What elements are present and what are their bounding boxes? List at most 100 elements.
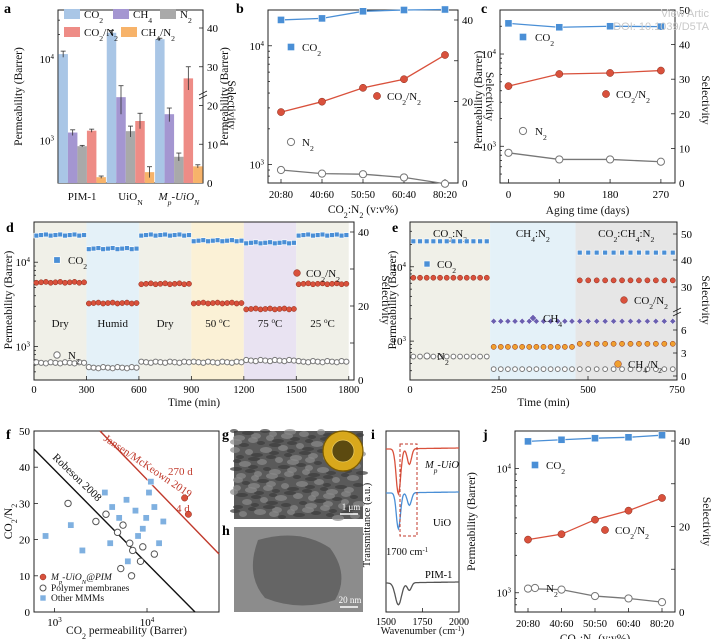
legend-marker-co2 [531,461,539,469]
sem-texture [299,501,307,505]
x-tick-label: 2000 [449,617,469,628]
axis-break [672,307,682,317]
bar-co2-n2 [135,121,145,183]
n2-marker [540,366,547,373]
x-tick-label: 600 [131,385,147,396]
sem-texture [305,439,313,443]
sem-texture [284,453,292,457]
square-marker [557,435,566,444]
co2n2-marker [653,277,659,284]
superscript: -1 [455,626,461,633]
co2-marker [52,232,59,238]
subscript: 2 [550,39,554,48]
co2-marker [602,249,608,256]
n2-marker [490,366,497,373]
sem-texture [251,503,259,507]
sem-texture [293,475,301,479]
n2-marker [463,353,470,360]
co2n2-marker [437,274,443,281]
circle-marker [441,51,449,59]
y2-tick-label: 40 [462,15,474,27]
ch4n2-marker [526,344,533,350]
y2-tick-label: 20 [207,101,219,113]
panel-label-f: f [6,428,11,443]
highlight-box-1700 [399,443,418,537]
tick-exp: 4 [403,261,407,269]
sem-texture [239,511,247,517]
legend-marker [39,584,47,592]
co2-marker [670,249,676,256]
subscript: 2 [561,467,565,476]
subscript: 2 [543,133,547,142]
series-label-co2n2: CO2/N2 [634,295,668,311]
text-part: CO [387,91,402,103]
sem-texture [311,511,321,515]
selectivity-marker [105,300,111,306]
co2n2-marker [430,274,437,281]
sem-texture [293,513,305,517]
x-tick-label: 1200 [233,385,254,396]
legend-swatch [113,9,129,19]
data-point [117,564,125,573]
x-tick-label: PIM-1 [68,191,97,203]
y2-tick-label: 30 [679,74,691,86]
n2-marker [669,366,676,373]
bar-co2 [155,39,165,183]
condition-label: 75 oC [258,317,283,330]
co2-marker [176,231,183,238]
selectivity-marker [43,279,49,285]
subscript: 2 [664,302,668,311]
tick-exp: 3 [508,587,512,595]
text-part: / [160,27,164,39]
y-tick-label: 10 [19,571,31,583]
text-part: Time (min) [517,397,569,409]
n2-marker [569,366,575,373]
selectivity-marker [57,279,64,285]
y-axis-title: Permeability (Barrer) [13,47,25,146]
data-point [155,539,163,547]
legend-label: Polymer membranes [51,584,130,594]
sem-texture [236,493,248,497]
ch4n2-marker [533,344,540,350]
sem-texture [290,437,300,441]
legend-label: Mp-UiON@PIM [50,573,113,586]
legend-marker-n2 [53,351,61,359]
plot-frame-f [33,430,220,613]
y2-tick-label: 40 [679,40,691,52]
co2-marker [577,249,583,256]
text-part: ) [461,626,465,637]
sem-texture [275,477,285,481]
co2n2-marker [593,277,600,284]
co2-marker [410,238,417,245]
co2-marker [186,232,192,238]
subscript: 2 [317,49,321,58]
co2-marker [585,249,591,256]
co2-marker [171,232,178,238]
series-label-co2: CO2 [68,255,87,271]
text-part: / [647,359,651,371]
text-part: N [455,228,463,240]
co2n2-marker [417,274,423,281]
selectivity-marker [186,280,192,287]
x-tick-label: 1500 [376,617,396,628]
sem-texture [236,455,244,459]
open-circle-marker [276,165,286,175]
series-label-co2: CO2 [437,259,456,275]
co2-marker [423,238,430,245]
x-tick-label: 50:50 [583,619,607,630]
sem-texture [287,449,295,453]
sem-texture [233,459,241,463]
ch4n2-marker [505,344,511,350]
y-tick-label: 50 [19,426,31,438]
open-circle-marker [317,169,327,178]
co2-marker [233,238,240,244]
sem-texture [269,511,279,517]
co2-marker [324,232,330,239]
sem-texture [314,461,322,465]
tick-exp: 4 [151,616,155,624]
text-part: N [106,27,114,39]
scale-label-g: 1 μm [342,502,361,512]
text-part: N [302,137,310,149]
tick-exp: 3 [493,140,497,148]
jansen-bound-line [99,430,220,555]
